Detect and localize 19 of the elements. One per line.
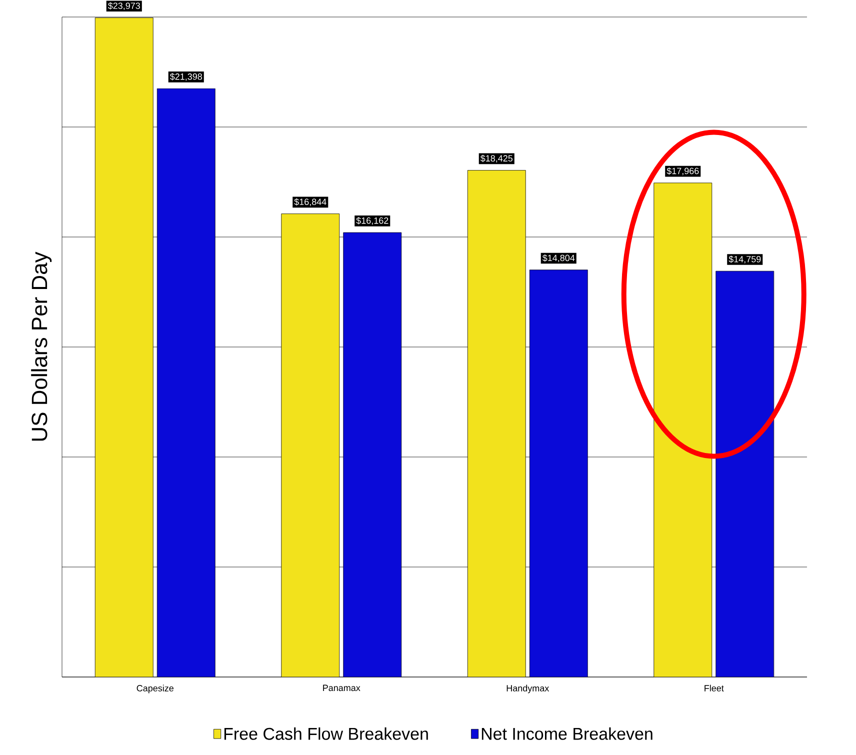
data-label: $21,398 <box>170 73 202 81</box>
y-axis-title: US Dollars Per Day <box>31 252 52 441</box>
bar <box>343 232 402 677</box>
data-label: $23,973 <box>108 2 140 10</box>
data-label: $16,162 <box>356 217 388 225</box>
bar <box>156 88 216 677</box>
data-label: $14,759 <box>728 256 761 264</box>
x-tick-label: Panamax <box>323 684 360 692</box>
data-label: $16,844 <box>294 198 326 206</box>
x-tick-label: Fleet <box>704 684 724 692</box>
x-tick-label: Capesize <box>136 684 174 694</box>
bar <box>716 270 774 677</box>
legend-label: Free Cash Flow Breakeven <box>224 727 428 740</box>
legend-label: Net Income Breakeven <box>482 727 652 740</box>
data-label: $17,966 <box>666 167 699 176</box>
bar <box>529 270 588 677</box>
data-label: $18,425 <box>480 154 513 163</box>
data-label: $14,804 <box>542 254 575 262</box>
x-tick-label: Handymax <box>506 684 550 694</box>
